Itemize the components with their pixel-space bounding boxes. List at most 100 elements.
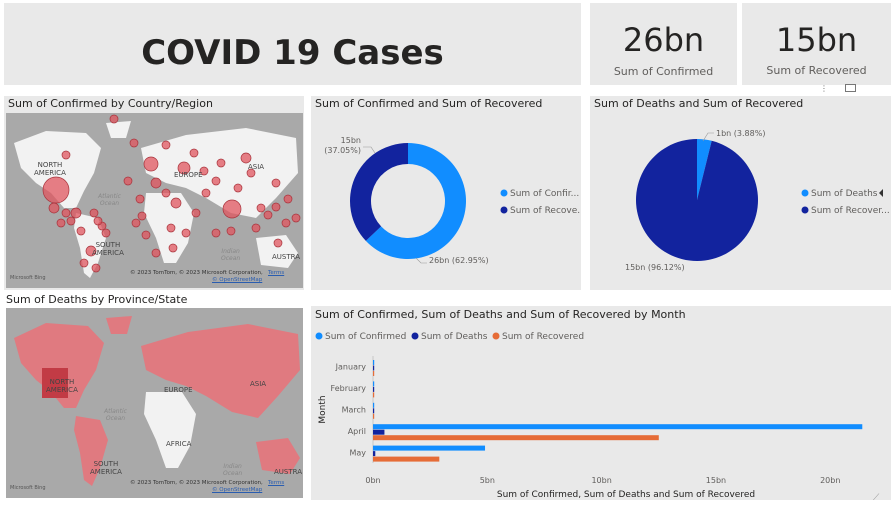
- bubble-39[interactable]: [168, 243, 178, 253]
- bubble-25[interactable]: [263, 210, 273, 220]
- bar-1-1[interactable]: [373, 386, 375, 392]
- bubble-11[interactable]: [70, 207, 82, 219]
- bubble-36[interactable]: [129, 138, 139, 148]
- donut-legend-label-0[interactable]: Sum of Confir...: [510, 189, 579, 199]
- bubble-52[interactable]: [283, 194, 293, 204]
- bubble-33[interactable]: [199, 166, 209, 176]
- bubble-1[interactable]: [48, 202, 60, 214]
- bubble-14[interactable]: [85, 245, 97, 257]
- bar-0-2[interactable]: [373, 371, 375, 376]
- bar-2-0[interactable]: [373, 402, 375, 408]
- bubble-50[interactable]: [226, 226, 236, 236]
- bubble-42[interactable]: [89, 208, 99, 218]
- bar-1-0[interactable]: [373, 381, 375, 387]
- donut-legend-marker-0[interactable]: [500, 189, 508, 197]
- bubble-22[interactable]: [201, 188, 211, 198]
- bar-0-0[interactable]: [373, 360, 375, 365]
- bubble-32[interactable]: [216, 158, 226, 168]
- donut-chart[interactable]: 26bn (62.95%) 15bn(37.05%) Sum of Confir..…: [311, 113, 581, 290]
- bubble-16[interactable]: [91, 263, 101, 273]
- bubble-38[interactable]: [151, 248, 161, 258]
- donut-panel[interactable]: Sum of Confirmed and Sum of Recovered 26…: [311, 96, 581, 290]
- bubble-29[interactable]: [273, 238, 283, 248]
- bubble-23[interactable]: [211, 176, 221, 186]
- kpi-card-confirmed[interactable]: 26bn Sum of Confirmed: [590, 3, 737, 85]
- bar-2-2[interactable]: [373, 413, 375, 419]
- bar-legend-label-2[interactable]: Sum of Recovered: [502, 332, 584, 342]
- bubble-7[interactable]: [222, 199, 242, 219]
- bubble-19[interactable]: [141, 230, 151, 240]
- bubble-26[interactable]: [271, 202, 281, 212]
- bubble-24[interactable]: [256, 203, 266, 213]
- map-confirmed-panel[interactable]: Sum of Confirmed by Country/Region NORTH…: [4, 96, 304, 290]
- map2-terms-link[interactable]: Terms: [268, 480, 285, 486]
- pie-legend-marker-0[interactable]: [801, 189, 809, 197]
- bubble-18[interactable]: [131, 218, 141, 228]
- bubble-28[interactable]: [291, 213, 301, 223]
- legend-scroll-icon[interactable]: [879, 189, 883, 197]
- bubble-31[interactable]: [246, 168, 256, 178]
- pie-slice-0[interactable]: [697, 139, 712, 200]
- bubble-12[interactable]: [66, 216, 76, 226]
- donut-slice-0[interactable]: [365, 143, 466, 259]
- bubble-44[interactable]: [101, 228, 111, 238]
- openstreetmap-link-2[interactable]: © OpenStreetMap: [212, 487, 263, 493]
- bubble-41[interactable]: [61, 208, 71, 218]
- donut-legend-marker-1[interactable]: [500, 206, 508, 214]
- bubble-37[interactable]: [137, 211, 147, 221]
- map-terms-link[interactable]: Terms: [268, 270, 285, 276]
- map-deaths[interactable]: NORTH AMERICA EUROPE ASIA AFRICA Atlantic…: [6, 308, 303, 498]
- more-options-icon[interactable]: ⋮: [820, 84, 828, 93]
- bar-panel[interactable]: Sum of Confirmed, Sum of Deaths and Sum …: [311, 306, 891, 500]
- bar-3-0[interactable]: [373, 424, 863, 430]
- bubble-13[interactable]: [76, 226, 86, 236]
- bubble-51[interactable]: [271, 178, 281, 188]
- bubble-30[interactable]: [251, 223, 261, 233]
- bubble-45[interactable]: [123, 176, 133, 186]
- pie-chart[interactable]: 1bn (3.88%) 15bn (96.12%) Sum of Deaths Sum…: [590, 113, 891, 290]
- bar-1-2[interactable]: [373, 392, 375, 398]
- bar-4-1[interactable]: [373, 451, 376, 457]
- bubble-43[interactable]: [93, 216, 103, 226]
- pie-slice-1[interactable]: [636, 139, 758, 261]
- bubble-46[interactable]: [135, 194, 145, 204]
- bar-2-1[interactable]: [373, 408, 375, 414]
- bubble-3[interactable]: [109, 114, 119, 124]
- bar-legend-marker-2[interactable]: [492, 332, 500, 340]
- confirmed-bubbles[interactable]: [6, 113, 303, 288]
- kpi-card-recovered[interactable]: 15bn Sum of Recovered: [742, 3, 891, 85]
- bubble-27[interactable]: [281, 218, 291, 228]
- bar-legend-label-0[interactable]: Sum of Confirmed: [325, 332, 406, 342]
- bubble-2[interactable]: [61, 150, 71, 160]
- bubble-10[interactable]: [170, 197, 182, 209]
- donut-slice-1[interactable]: [350, 143, 408, 241]
- bar-legend-marker-0[interactable]: [315, 332, 323, 340]
- map-deaths-panel[interactable]: Sum of Deaths by Province/State NORTH AME…: [4, 291, 304, 503]
- map-confirmed[interactable]: NORTH AMERICA ASIA Atlantic Ocean Indian Oc…: [6, 113, 303, 288]
- bubble-5[interactable]: [177, 161, 191, 175]
- bubble-9[interactable]: [161, 188, 171, 198]
- bubble-21[interactable]: [191, 208, 201, 218]
- bubble-47[interactable]: [181, 228, 191, 238]
- bubble-15[interactable]: [79, 258, 89, 268]
- bubble-35[interactable]: [161, 140, 171, 150]
- bar-chart[interactable]: Sum of Confirmed Sum of Deaths Sum of Reco…: [311, 322, 891, 500]
- bubble-8[interactable]: [150, 177, 162, 189]
- bubble-40[interactable]: [56, 218, 66, 228]
- bar-legend-marker-1[interactable]: [411, 332, 419, 340]
- bubble-48[interactable]: [211, 228, 221, 238]
- bar-4-0[interactable]: [373, 445, 486, 451]
- bubble-49[interactable]: [233, 183, 243, 193]
- resize-handle-icon[interactable]: ⟋: [873, 493, 880, 503]
- bar-3-2[interactable]: [373, 435, 659, 441]
- pie-legend-label-0[interactable]: Sum of Deaths: [811, 189, 878, 199]
- pie-legend-marker-1[interactable]: [801, 206, 809, 214]
- bubble-4[interactable]: [143, 156, 159, 172]
- bubble-0[interactable]: [42, 176, 70, 204]
- bubble-20[interactable]: [166, 223, 176, 233]
- bar-4-2[interactable]: [373, 456, 440, 462]
- bubble-34[interactable]: [189, 148, 199, 158]
- pie-panel[interactable]: Sum of Deaths and Sum of Recovered 1bn (…: [590, 96, 891, 290]
- bar-0-1[interactable]: [373, 365, 375, 371]
- donut-legend-label-1[interactable]: Sum of Recove...: [510, 206, 581, 216]
